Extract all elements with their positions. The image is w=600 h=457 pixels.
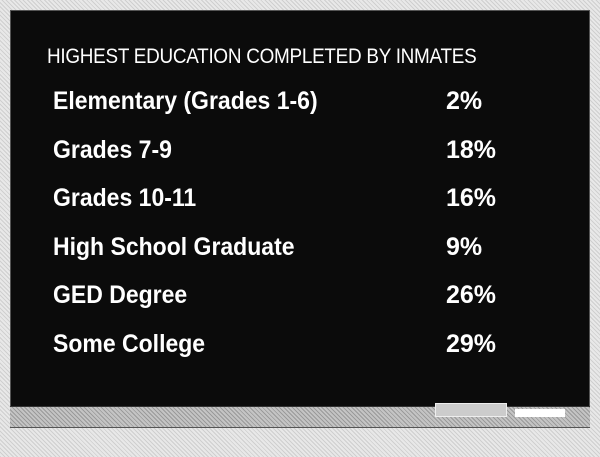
- row-value: 2%: [446, 87, 482, 116]
- row-label: High School Graduate: [53, 233, 295, 262]
- row-value: 9%: [446, 233, 482, 262]
- row-label: GED Degree: [53, 281, 187, 310]
- table-row: GED Degree 26%: [11, 281, 589, 311]
- table-row: High School Graduate 9%: [11, 233, 589, 263]
- table-row: Some College 29%: [11, 330, 589, 360]
- row-value: 26%: [446, 281, 496, 310]
- chalk-ledge: [10, 406, 590, 428]
- chalk: [515, 409, 565, 417]
- table-row: Elementary (Grades 1-6) 2%: [11, 87, 589, 117]
- row-label: Elementary (Grades 1-6): [53, 87, 318, 116]
- row-label: Grades 7-9: [53, 136, 172, 165]
- title: HIGHEST EDUCATION COMPLETED BY INMATES: [47, 45, 476, 69]
- row-label: Some College: [53, 330, 205, 359]
- chalkboard: HIGHEST EDUCATION COMPLETED BY INMATES E…: [10, 10, 590, 408]
- row-label: Grades 10-11: [53, 184, 196, 213]
- page: HIGHEST EDUCATION COMPLETED BY INMATES E…: [0, 0, 600, 457]
- table-row: Grades 10-11 16%: [11, 184, 589, 214]
- row-value: 18%: [446, 136, 496, 165]
- row-value: 16%: [446, 184, 496, 213]
- row-value: 29%: [446, 330, 496, 359]
- eraser: [435, 403, 507, 417]
- table-row: Grades 7-9 18%: [11, 136, 589, 166]
